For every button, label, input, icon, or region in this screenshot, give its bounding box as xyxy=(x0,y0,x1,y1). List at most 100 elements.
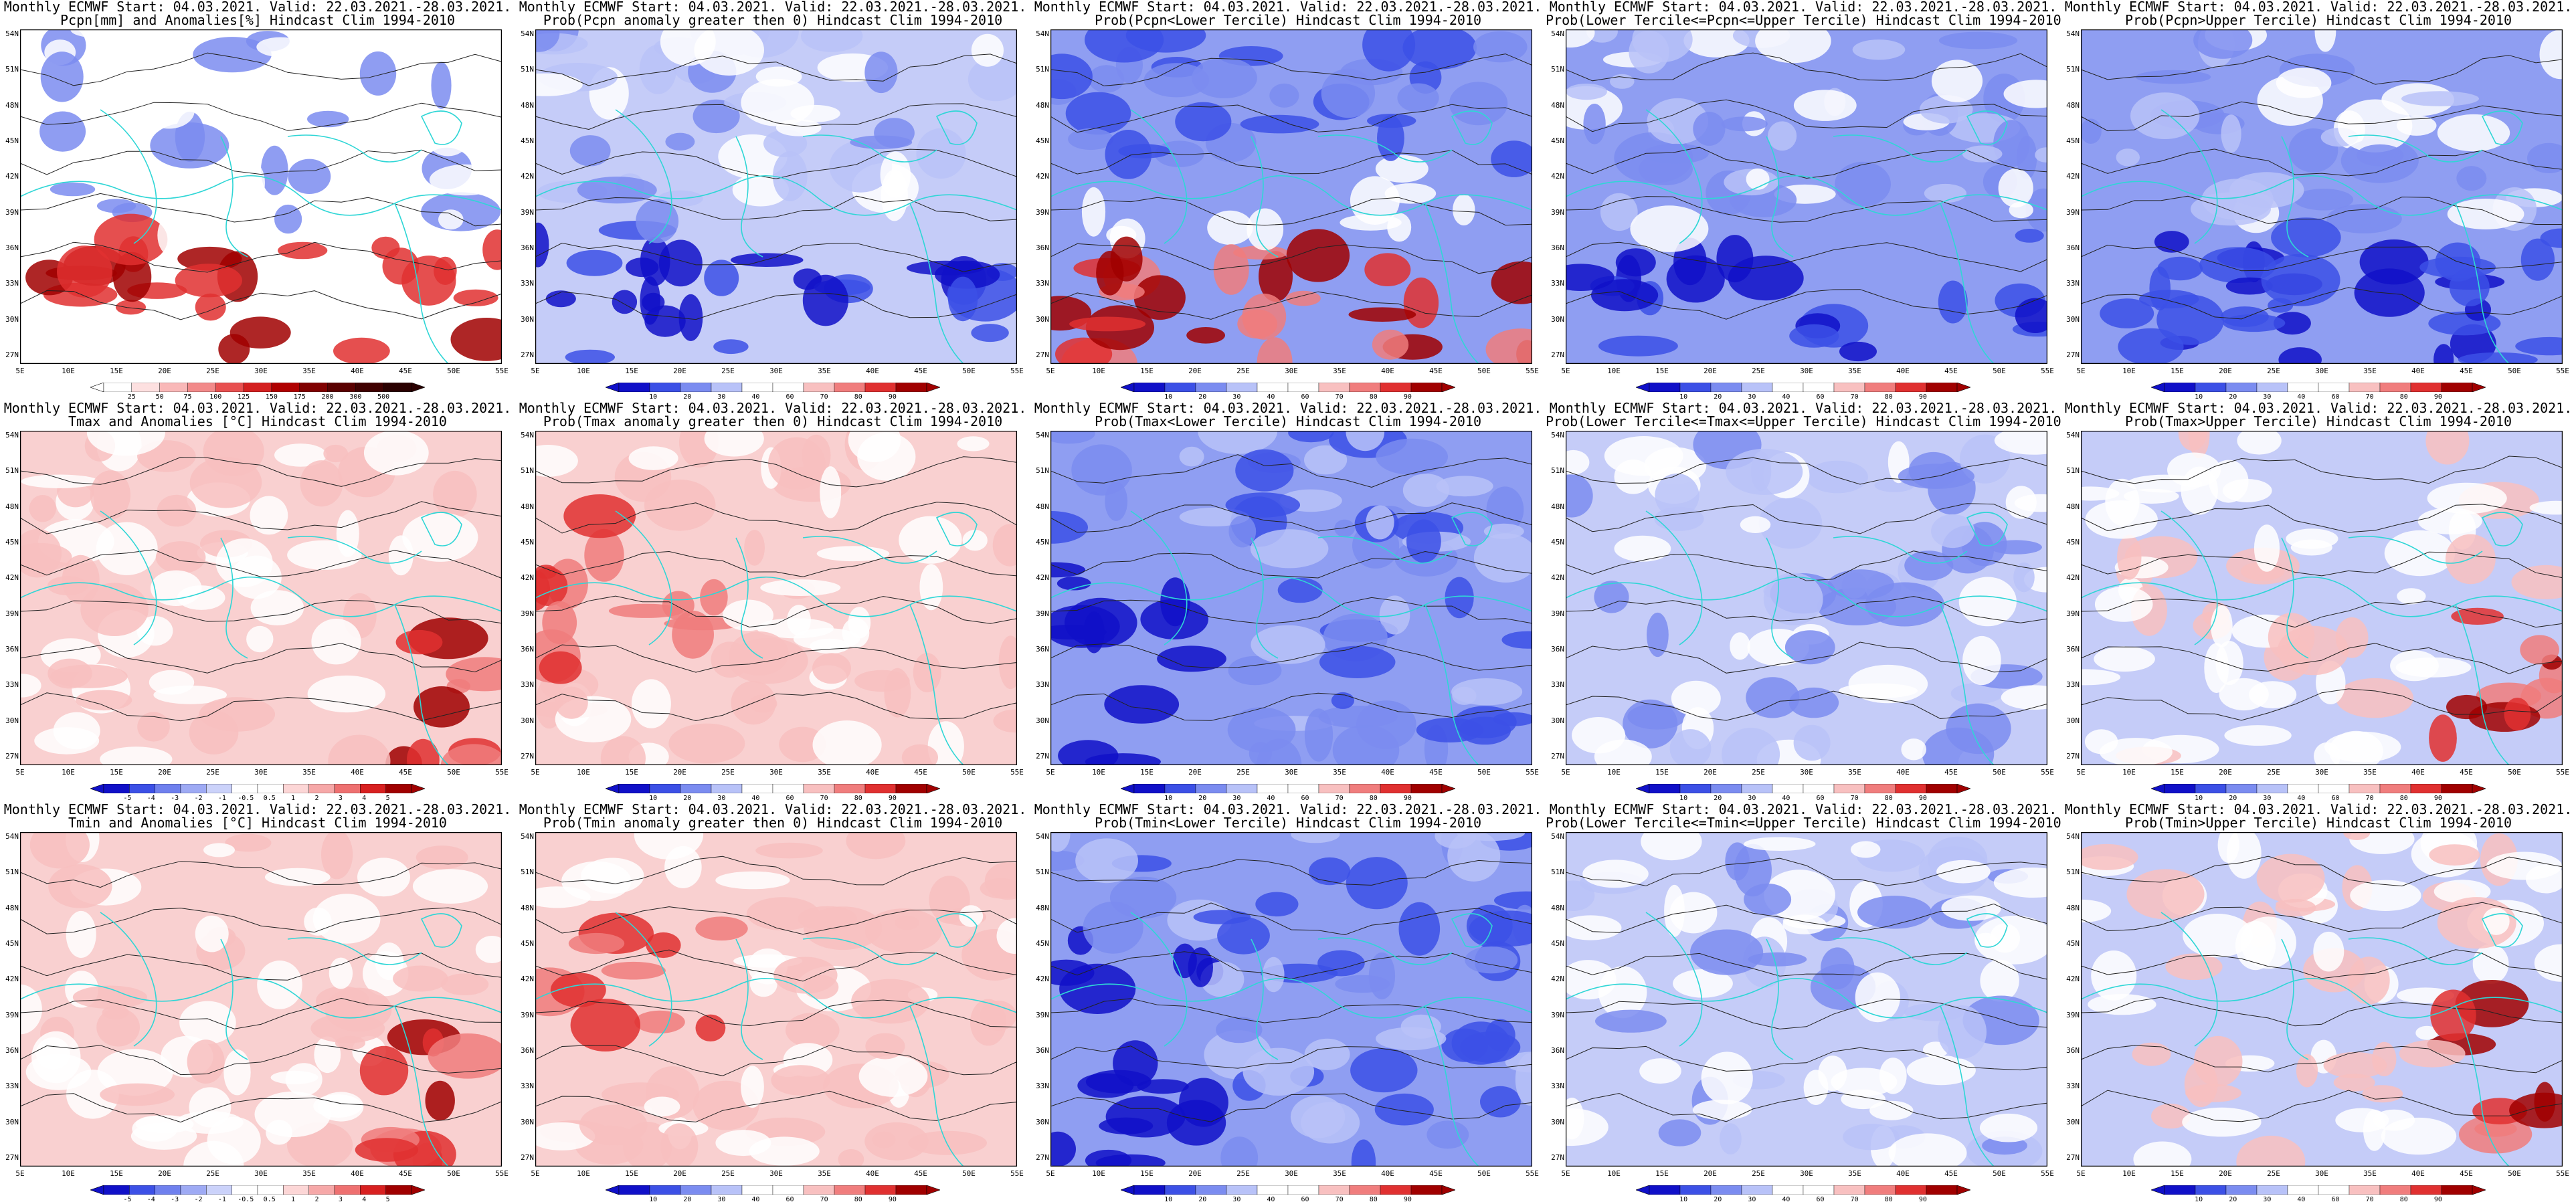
shaded-field-cell xyxy=(2390,650,2439,682)
colorbar-swatch xyxy=(2349,1185,2381,1195)
shaded-field-cell xyxy=(48,864,112,908)
contour-line xyxy=(535,242,1017,272)
colorbar-swatch xyxy=(772,383,804,392)
colorbar-swatch xyxy=(741,784,773,793)
map-frame xyxy=(20,431,502,765)
map-frame xyxy=(20,832,502,1167)
longitude-label: 20E xyxy=(158,367,171,375)
shaded-field-cell xyxy=(431,62,452,109)
shaded-field-cell xyxy=(428,1033,502,1079)
latitude-label: 33N xyxy=(2066,680,2080,690)
colorbar-label: 90 xyxy=(888,1196,897,1203)
coastline xyxy=(420,913,462,948)
colorbar-label: 60 xyxy=(786,393,794,401)
shaded-field-cell xyxy=(274,204,302,234)
shaded-field-cell xyxy=(1175,102,1232,142)
colorbar-swatch xyxy=(834,784,866,793)
coastline xyxy=(1130,109,1188,244)
latitude-label: 33N xyxy=(1551,680,1564,690)
colorbar-swatch xyxy=(131,383,160,392)
longitude-label: 40E xyxy=(351,768,364,777)
shaded-field-cell xyxy=(1946,703,2011,755)
shaded-field-cell xyxy=(75,690,132,711)
latitude-label: 27N xyxy=(1551,752,1564,761)
colorbar-label: 80 xyxy=(2399,1196,2408,1203)
shaded-field-cell xyxy=(786,1013,840,1048)
colorbar-swatch xyxy=(257,784,284,793)
colorbar-swatch xyxy=(1803,383,1835,392)
shaded-field-cell xyxy=(2003,80,2047,108)
latitude-label: 36N xyxy=(1551,1046,1564,1055)
shaded-field-cell xyxy=(1233,245,1289,260)
colorbar-swatch xyxy=(129,784,155,793)
latitude-label: 30N xyxy=(1036,1117,1049,1126)
latitude-label: 39N xyxy=(2066,609,2080,618)
latitude-label: 33N xyxy=(1036,680,1049,690)
coastline xyxy=(2455,1005,2510,1167)
colorbar-swatch xyxy=(1649,1185,1681,1195)
colorbar-label: 80 xyxy=(1884,795,1893,802)
shaded-field-cell xyxy=(919,564,943,611)
colorbar-label: 1 xyxy=(291,1196,296,1203)
contour-line xyxy=(20,599,502,624)
latitude-label: 30N xyxy=(1551,1117,1564,1126)
shaded-field-cell xyxy=(100,746,173,765)
shaded-field-cell xyxy=(1213,244,1249,295)
shaded-field-cell xyxy=(1186,327,1225,344)
shaded-field-cell xyxy=(457,121,502,155)
latitude-label: 51N xyxy=(5,65,19,74)
shaded-field-cell xyxy=(2429,714,2457,762)
longitude-label: 10E xyxy=(1607,1169,1621,1178)
colorbar-label: 70 xyxy=(1850,795,1859,802)
contour-line xyxy=(1566,999,2047,1029)
shaded-field-cell xyxy=(1821,947,1855,989)
shaded-field-cell xyxy=(2015,298,2047,333)
colorbar-label: 80 xyxy=(1369,795,1378,802)
colorbar-swatch xyxy=(895,784,927,793)
colorbar-swatch xyxy=(1926,784,1958,793)
longitude-label: 15E xyxy=(2171,367,2184,375)
longitude-label: 55E xyxy=(495,1169,509,1178)
shaded-field-cell xyxy=(820,466,842,518)
longitude-label: 50E xyxy=(962,367,976,375)
longitude-label: 40E xyxy=(866,1169,879,1178)
shaded-field-cell xyxy=(225,833,272,852)
colorbar-swatch xyxy=(741,383,773,392)
colorbar-label: 60 xyxy=(786,1196,794,1203)
shaded-field-cell xyxy=(608,603,684,618)
longitude-label: 10E xyxy=(1092,367,1105,375)
shaded-field-cell xyxy=(2156,294,2224,345)
longitude-label: 20E xyxy=(158,768,171,777)
longitude-label: 20E xyxy=(2219,768,2232,777)
contour-line xyxy=(535,906,1017,935)
latitude-label: 48N xyxy=(2066,502,2080,511)
latitude-label: 27N xyxy=(521,1153,534,1162)
shaded-field-cell xyxy=(1958,577,2017,627)
shaded-field-cell xyxy=(1469,910,1532,946)
shaded-field-cell xyxy=(264,868,331,886)
colorbar-swatch xyxy=(1318,784,1350,793)
contour-line xyxy=(1566,241,2047,272)
latitude-label: 33N xyxy=(1551,279,1564,288)
longitude-label: 45E xyxy=(914,367,927,375)
longitude-label: 20E xyxy=(1188,1169,1202,1178)
shaded-field-cell xyxy=(880,151,911,198)
colorbar-label: 70 xyxy=(820,1196,828,1203)
shaded-field-cell xyxy=(311,619,361,665)
colorbar-label: 70 xyxy=(2365,1196,2374,1203)
shaded-field-cell xyxy=(2324,731,2401,763)
forecast-map xyxy=(20,431,502,765)
shaded-field-cell xyxy=(1309,857,1351,886)
colorbar-swatch xyxy=(2256,1185,2288,1195)
shaded-field-cell xyxy=(229,316,291,348)
longitude-label: 45E xyxy=(1944,367,1958,375)
latitude-label: 30N xyxy=(5,1117,19,1126)
longitude-label: 10E xyxy=(577,768,590,777)
colorbar-swatch xyxy=(2379,383,2411,392)
colorbar-swatch xyxy=(803,383,835,392)
colorbar-swatch xyxy=(1380,383,1412,392)
colorbar-swatch xyxy=(1195,1185,1227,1195)
shaded-field-cell xyxy=(1627,704,1687,730)
contour-line xyxy=(2081,55,2563,85)
shaded-field-cell xyxy=(2088,994,2156,1015)
